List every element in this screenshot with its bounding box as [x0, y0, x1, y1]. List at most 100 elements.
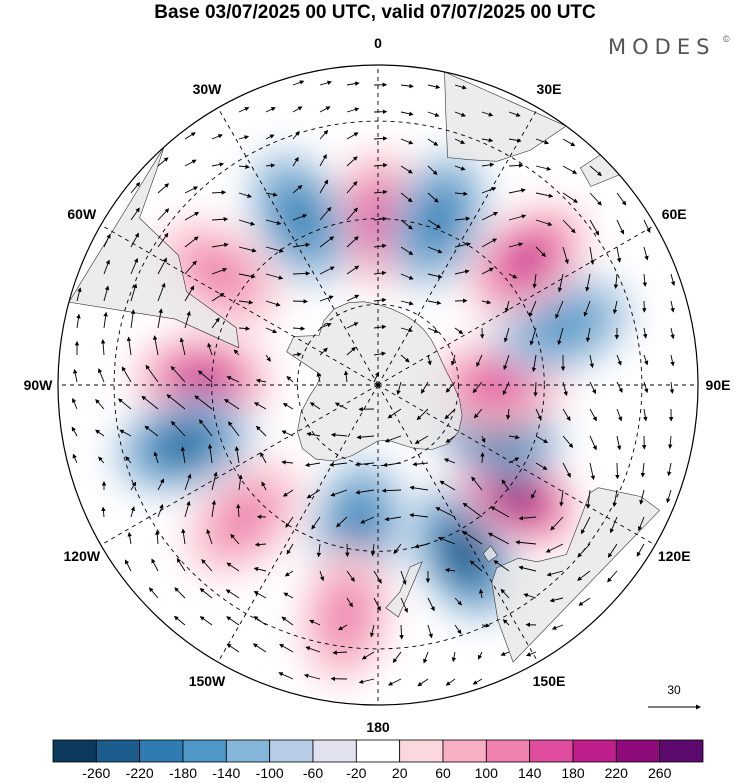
wind-vector — [157, 232, 169, 248]
wind-vector — [454, 84, 467, 90]
wind-vector — [609, 516, 618, 534]
wind-vector — [508, 214, 527, 221]
wind-vector — [211, 317, 220, 329]
wind-vector — [184, 310, 191, 329]
wind-vector — [555, 300, 564, 319]
wind-vector — [211, 500, 217, 518]
wind-vector — [535, 138, 550, 145]
wind-vector — [95, 429, 105, 437]
wind-vector — [281, 616, 294, 626]
wind-vector — [562, 192, 578, 203]
wind-vector — [400, 111, 414, 117]
wind-vector — [346, 156, 358, 167]
wind-vector — [427, 354, 432, 366]
lon-60w-label: 60W — [67, 206, 97, 222]
wind-vector — [613, 273, 619, 289]
logo-mark: © — [723, 34, 730, 44]
wind-vector — [292, 271, 311, 276]
wind-vector — [535, 462, 548, 470]
positive-anomaly-center — [464, 202, 590, 319]
wind-vector — [211, 267, 228, 275]
wind-vector — [481, 238, 498, 248]
wind-vectors — [71, 80, 676, 687]
colorbar-swatch — [312, 739, 357, 763]
wind-vector — [261, 481, 267, 491]
wind-vector — [562, 165, 578, 174]
wind-vector — [504, 300, 510, 313]
wind-vector — [319, 80, 332, 86]
lon-30e-label: 30E — [537, 81, 562, 97]
wind-vector — [535, 408, 542, 421]
wind-vector — [282, 489, 294, 497]
wind-vector — [437, 536, 456, 545]
colorbar-label: 60 — [435, 765, 451, 781]
wind-vector — [238, 164, 250, 169]
wind-vector — [346, 294, 360, 302]
wind-vector — [303, 673, 321, 680]
wind-vector — [643, 408, 648, 422]
wind-vector — [585, 273, 591, 292]
wind-vector — [319, 154, 327, 167]
wind-vector — [211, 190, 227, 195]
anomaly-contour — [531, 303, 594, 347]
wind-vector — [278, 672, 294, 680]
wind-vector — [589, 462, 596, 481]
wind-vector — [414, 435, 429, 444]
colorbar-swatch — [182, 739, 227, 763]
wind-vector — [642, 327, 648, 339]
colorbar-swatch — [659, 739, 704, 763]
wind-vector — [616, 408, 623, 422]
wind-vector — [226, 643, 240, 653]
wind-vector — [529, 327, 537, 346]
anomaly-contour — [217, 492, 271, 546]
wind-vector — [454, 242, 471, 248]
anomaly-contour — [163, 430, 204, 459]
wind-vector — [400, 246, 414, 255]
wind-vector — [316, 372, 321, 383]
wind-vector — [253, 591, 267, 599]
wind-vector — [667, 462, 672, 477]
colorbar-swatch — [529, 739, 574, 763]
wind-vector — [607, 543, 618, 558]
wind-vector — [616, 354, 622, 366]
wind-vector — [309, 402, 321, 410]
wind-vector — [454, 597, 463, 606]
wind-vector — [532, 273, 537, 289]
wind-vector — [416, 408, 429, 421]
wind-vector — [616, 246, 622, 263]
colorbar-swatch — [485, 739, 531, 763]
wind-vector — [72, 453, 78, 464]
wind-vector — [130, 283, 138, 302]
wind-vector — [181, 528, 186, 545]
wind-vector — [612, 489, 618, 508]
wind-vector — [586, 489, 591, 509]
wind-vector — [423, 651, 429, 664]
wind-vector — [152, 335, 159, 356]
wind-vector — [101, 506, 106, 518]
wind-vector — [265, 107, 276, 113]
wind-vector — [265, 163, 276, 168]
wind-vector — [319, 570, 325, 582]
wind-vector — [384, 516, 402, 522]
wind-vector — [427, 84, 441, 89]
meridian-line — [217, 384, 379, 663]
wind-vector — [373, 162, 388, 168]
wind-vector — [373, 324, 387, 330]
wind-vector — [551, 624, 564, 630]
wind-vector — [503, 354, 510, 371]
wind-vector — [481, 435, 486, 444]
meridian-line — [217, 107, 379, 386]
wind-vector — [319, 106, 331, 113]
wind-vector — [236, 503, 241, 518]
wind-vector — [184, 211, 200, 221]
colorbar-label: -220 — [126, 765, 154, 781]
colorbar-swatch — [355, 739, 401, 763]
wind-vector — [336, 516, 348, 528]
wind-vector — [481, 299, 492, 305]
wind-vector — [508, 434, 520, 440]
wind-vector — [393, 543, 402, 555]
wind-vector — [76, 313, 81, 329]
wind-vector — [443, 458, 456, 464]
wind-vector — [153, 451, 159, 464]
wind-vector — [508, 111, 521, 117]
